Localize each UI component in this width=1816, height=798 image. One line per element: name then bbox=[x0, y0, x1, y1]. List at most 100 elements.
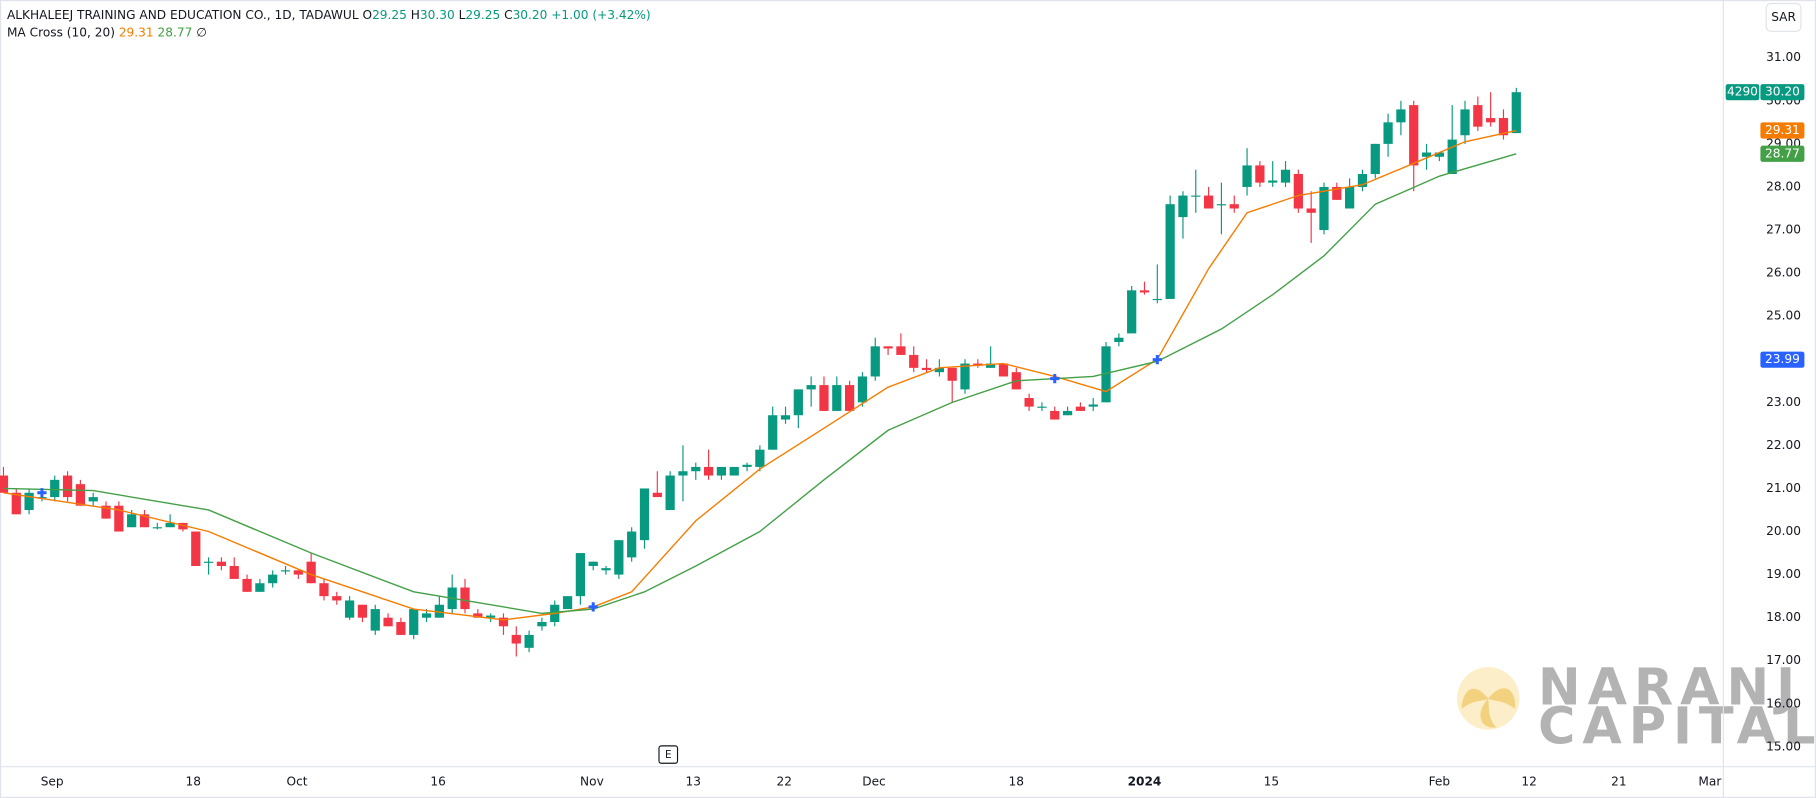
x-tick-label: 2024 bbox=[1128, 774, 1162, 788]
candle-body bbox=[652, 492, 662, 498]
price-label-box bbox=[1760, 84, 1805, 101]
candle-body bbox=[357, 604, 368, 618]
candle-body bbox=[832, 385, 842, 411]
candle-body bbox=[0, 475, 9, 493]
candle-body bbox=[1486, 118, 1496, 123]
candle-body bbox=[139, 514, 150, 528]
candle-body bbox=[11, 492, 21, 515]
x-tick-label: Dec bbox=[862, 774, 886, 788]
candle-body bbox=[101, 505, 111, 519]
candle-body bbox=[319, 583, 329, 597]
price-label: 28.77 bbox=[1765, 146, 1800, 160]
candle-body bbox=[1332, 186, 1342, 200]
candle-body bbox=[627, 531, 637, 558]
candle-body bbox=[1062, 410, 1073, 416]
countdown-box bbox=[1725, 84, 1760, 101]
candle-body bbox=[1255, 165, 1265, 183]
candle-body bbox=[498, 617, 509, 627]
candle-body bbox=[755, 449, 765, 467]
countdown-label: 4290 bbox=[1727, 85, 1758, 99]
y-tick-label: 15.00 bbox=[1766, 739, 1801, 753]
candle-body bbox=[870, 346, 880, 377]
candle-body bbox=[203, 561, 214, 563]
candle-body bbox=[768, 415, 778, 450]
candle-body bbox=[460, 587, 470, 610]
candle-body bbox=[806, 385, 816, 390]
candle-body bbox=[575, 553, 586, 597]
candle-body bbox=[1306, 208, 1316, 213]
currency-button[interactable] bbox=[1765, 2, 1802, 32]
y-tick-label: 26.00 bbox=[1766, 266, 1801, 280]
candle-body bbox=[562, 596, 573, 610]
ohlc-value: 30.20 bbox=[513, 8, 548, 22]
y-tick-label: 19.00 bbox=[1766, 567, 1801, 581]
candle-body bbox=[370, 609, 380, 631]
candle-body bbox=[947, 367, 957, 381]
x-tick-label: 18 bbox=[1009, 774, 1024, 788]
candle-body bbox=[1037, 406, 1047, 408]
candle-body bbox=[1460, 109, 1470, 136]
indicator-value: 29.31 bbox=[119, 25, 154, 39]
y-tick-label: 20.00 bbox=[1766, 524, 1801, 538]
candle-body bbox=[229, 565, 239, 579]
candle-body bbox=[537, 621, 547, 627]
candle-body bbox=[1191, 195, 1201, 197]
ohlc-label: C bbox=[504, 8, 513, 22]
candle-body bbox=[1498, 118, 1509, 136]
candle-body bbox=[1357, 174, 1368, 187]
x-tick-label: Feb bbox=[1429, 774, 1451, 788]
y-tick-label: 18.00 bbox=[1766, 610, 1801, 624]
candle-body bbox=[1447, 139, 1457, 175]
candle-body bbox=[1268, 180, 1278, 183]
axes: 15.00 16.00 17.00 18.00 19.00 20.00 21.00 22.00… bbox=[41, 50, 1805, 788]
watermark: NARANJ CAPITAL bbox=[1456, 658, 1815, 757]
candle-body bbox=[729, 466, 739, 476]
candle-body bbox=[280, 570, 291, 572]
candle-body bbox=[1396, 109, 1406, 123]
indicator-value: 28.77 bbox=[158, 25, 193, 39]
ohlc-value: 30.30 bbox=[420, 8, 455, 22]
candle-body bbox=[1242, 165, 1252, 187]
candle-body bbox=[601, 568, 611, 571]
candle-body bbox=[75, 484, 86, 506]
candle-body bbox=[1409, 105, 1419, 166]
candle-body bbox=[37, 497, 47, 499]
candle-body bbox=[921, 367, 932, 371]
candle-body bbox=[614, 540, 624, 575]
candle-body bbox=[883, 346, 893, 349]
candle-body bbox=[178, 522, 188, 530]
x-tick-label: 13 bbox=[685, 774, 700, 788]
watermark-line: NARANJ bbox=[1538, 658, 1802, 717]
candle-body bbox=[434, 604, 444, 618]
candle-body bbox=[1434, 152, 1444, 157]
x-tick-label: 21 bbox=[1611, 774, 1626, 788]
candle-body bbox=[1203, 195, 1214, 209]
cross-marker bbox=[1152, 355, 1162, 365]
candle-body bbox=[909, 354, 919, 368]
candle-body bbox=[1370, 143, 1380, 175]
candle-body bbox=[332, 596, 342, 601]
candle-body bbox=[127, 514, 137, 528]
candle-body bbox=[857, 376, 868, 403]
candle-body bbox=[1165, 204, 1175, 299]
candle-body bbox=[1088, 404, 1098, 407]
candle-body bbox=[396, 621, 406, 635]
candle-body bbox=[1152, 298, 1162, 301]
candle-body bbox=[50, 479, 60, 498]
candle-body bbox=[293, 570, 303, 575]
candle-body bbox=[242, 578, 252, 592]
candle-body bbox=[62, 475, 73, 498]
candle-body bbox=[716, 466, 727, 476]
candle-body bbox=[114, 505, 124, 532]
indicator-legend[interactable]: MA Cross (10, 20) 29.31 28.77 ∅ bbox=[7, 25, 207, 39]
ohlc-label: H bbox=[411, 8, 420, 22]
candle-body bbox=[960, 363, 970, 390]
event-marker[interactable] bbox=[658, 745, 679, 764]
candle-body bbox=[24, 492, 34, 511]
x-tick-label: 22 bbox=[777, 774, 792, 788]
y-tick-label: 22.00 bbox=[1766, 438, 1801, 452]
candle-body bbox=[588, 561, 598, 566]
candle-body bbox=[1511, 92, 1521, 134]
indicator-name: MA Cross (10, 20) bbox=[7, 25, 115, 39]
y-tick-label: 28.00 bbox=[1766, 179, 1801, 193]
